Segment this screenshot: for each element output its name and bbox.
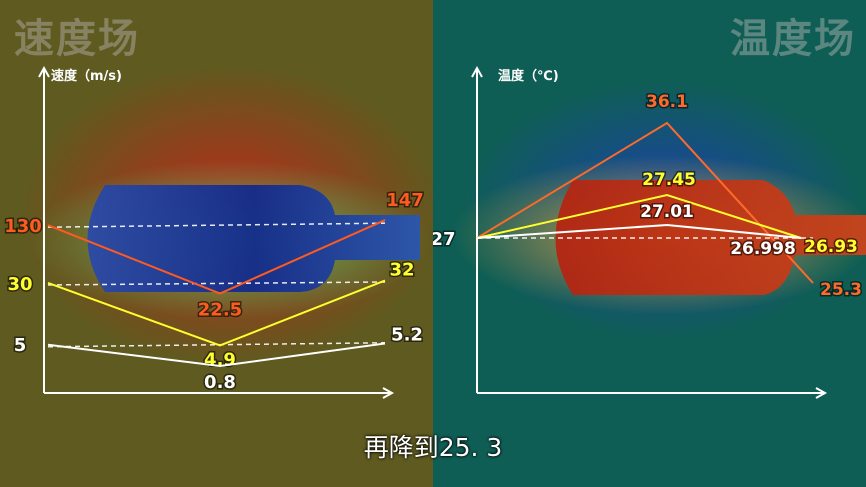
velocity-data-label: 147	[386, 190, 424, 211]
velocity-reference-line	[47, 342, 386, 348]
velocity-series-line	[47, 279, 386, 347]
velocity-y-axis-arrow	[38, 65, 50, 78]
temperature-data-label: 27.01	[640, 202, 694, 222]
velocity-field-body	[87, 185, 420, 292]
temperature-data-label: 25.3	[820, 280, 862, 300]
velocity-panel: 速度（m/s) 130 22.5 147 30 4.9 32 5 0.8 5.2 速度场	[0, 0, 433, 487]
velocity-y-axis-label: 速度（m/s)	[51, 68, 122, 84]
velocity-field-title: 速度场	[14, 16, 140, 62]
velocity-data-label: 5	[14, 335, 27, 356]
temperature-series-line	[476, 121, 814, 284]
temperature-data-label: 27.45	[642, 170, 696, 190]
temperature-start-label: 27	[433, 229, 456, 250]
velocity-data-label: 4.9	[204, 349, 236, 370]
temperature-data-label: 26.998	[730, 239, 796, 259]
velocity-data-label: 5.2	[391, 325, 423, 346]
temperature-data-label: 36.1	[646, 92, 688, 112]
temperature-series-line	[476, 223, 802, 239]
caption-subtitle: 再降到25. 3	[363, 433, 503, 462]
temperature-field-body	[555, 180, 866, 295]
velocity-reference-line	[47, 222, 386, 228]
temperature-x-axis-arrow	[815, 387, 828, 399]
velocity-x-axis-arrow	[382, 387, 395, 399]
temperature-panel: 温度（℃) 27 36.1 25.3 27.45 26.93 27.01 26.998 温度场	[433, 0, 866, 487]
temperature-y-axis-label: 温度（℃)	[498, 68, 559, 84]
temperature-y-axis-arrow	[471, 65, 483, 78]
velocity-data-label: 32	[389, 260, 414, 281]
velocity-series-line	[47, 342, 386, 368]
temperature-field-title: 温度场	[730, 16, 856, 62]
temperature-data-label: 26.93	[804, 237, 858, 257]
velocity-data-label: 30	[7, 274, 32, 295]
temperature-series-line	[476, 193, 802, 239]
velocity-data-label: 22.5	[198, 300, 242, 321]
velocity-reference-line	[47, 281, 386, 286]
velocity-chart: 速度（m/s) 130 22.5 147 30 4.9 32 5 0.8 5.2	[3, 65, 433, 399]
temperature-chart: 温度（℃) 27 36.1 25.3 27.45 26.93 27.01 26.998	[433, 65, 866, 399]
velocity-series-line	[47, 219, 386, 295]
velocity-data-label: 130	[4, 216, 42, 237]
velocity-data-label: 0.8	[204, 372, 236, 393]
